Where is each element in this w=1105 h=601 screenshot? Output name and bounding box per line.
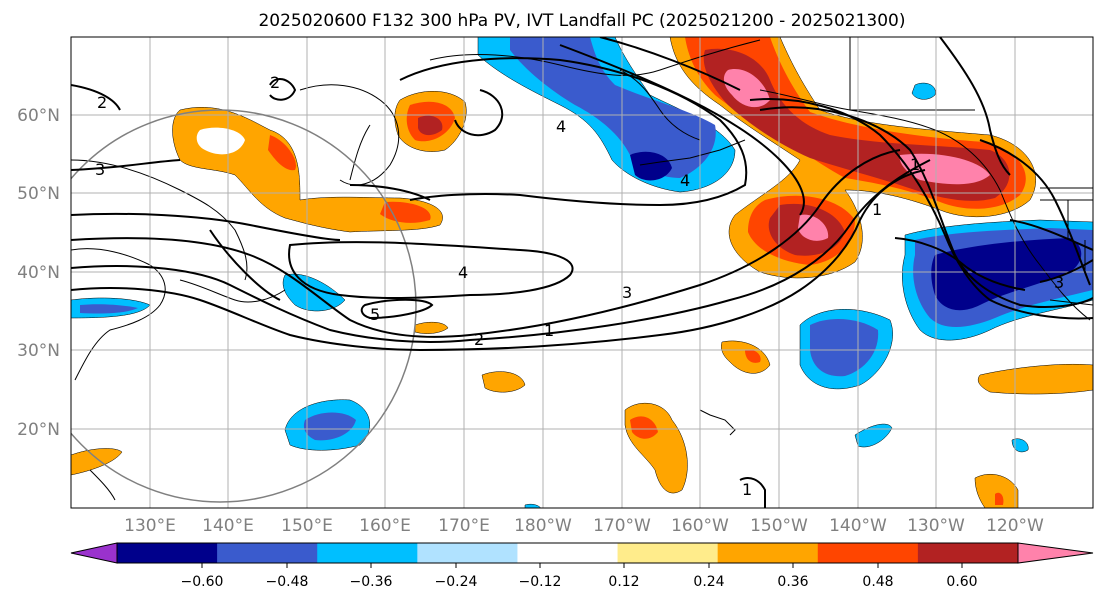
colorbar-label: −0.36 [350,574,393,590]
land-hole [196,127,245,155]
map-title: 2025020600 F132 300 hPa PV, IVT Landfall… [258,11,905,31]
colorbar-extend-min [70,542,118,564]
contour-label: 1 [742,480,752,499]
lon-label: 170°W [593,516,651,536]
anomaly-negative-core [510,37,716,178]
lon-label: 160°W [671,516,729,536]
map-frame [70,36,1094,509]
colorbar-swatch [417,543,518,563]
anomaly-negative-core [303,412,356,441]
anomaly-negative-core [630,151,672,181]
contour-label: 3 [1054,273,1064,292]
anomaly-positive-core [268,135,431,223]
longitude-labels: 130°E 140°E 150°E 160°E 170°E 180°W 170°… [124,516,1044,536]
colorbar-labels: −0.60 −0.48 −0.36 −0.24 −0.12 0.12 0.24 … [181,574,978,590]
colorbar-swatch [717,543,819,563]
lat-label: 60°N [17,106,60,126]
reference-circle [71,109,417,503]
lon-label: 160°E [359,516,411,536]
colorbar-swatch [517,543,619,563]
anomaly-negative-core [80,304,138,314]
lon-label: 150°W [750,516,808,536]
map-panel: 2 3 4 5 2 1 3 4 4 1 1 3 1 2 [71,37,1093,508]
pv-contours [71,37,1093,508]
anomaly-negative-region [524,423,1029,508]
colorbar-swatch [817,543,919,563]
colorbar-label: 0.36 [777,574,808,590]
lat-label: 20°N [17,420,60,440]
colorbar-swatch [317,543,418,563]
anomaly-negative-core [931,238,1082,311]
anomaly-positive-core [418,115,443,136]
lat-label: 40°N [17,263,60,283]
anomaly-negative-core [810,318,879,377]
colorbar-label: −0.60 [181,574,224,590]
contour-label: 3 [95,160,105,179]
contour-label: 1 [910,155,920,174]
lon-label: 170°E [438,516,490,536]
colorbar-swatch [917,543,1019,563]
anomaly-positive-core [703,48,1010,256]
colorbar-label: −0.48 [266,574,309,590]
lon-label: 140°W [829,516,887,536]
contour-label: 4 [556,117,566,136]
colorbar-label: −0.24 [435,574,478,590]
contour-label: 3 [622,283,632,302]
colorbar-extend-max [1017,542,1094,564]
contour-label: 4 [458,263,468,282]
anomaly-positive-core [723,69,990,241]
colorbar-swatch [617,543,719,563]
lon-label: 120°W [986,516,1044,536]
contour-label: 5 [370,305,380,324]
gridlines [71,37,1093,508]
lon-label: 150°E [281,516,333,536]
lon-label: 130°E [124,516,176,536]
colorbar-ticks [201,563,963,568]
colorbar-swatch [217,543,318,563]
contour-label: 2 [97,93,107,112]
contour-label: 1 [544,321,554,340]
colorbar: −0.60 −0.48 −0.36 −0.24 −0.12 0.12 0.24 … [70,542,1094,590]
colorbar-label: −0.12 [519,574,562,590]
contour-label: 2 [270,73,280,92]
colorbar-label: 0.60 [946,574,977,590]
contour-labels: 2 3 4 5 2 1 3 4 4 1 1 3 1 2 [95,73,1064,499]
colorbar-swatches [70,542,1094,564]
contour-label: 1 [872,200,882,219]
anomaly-negative-region [911,82,936,100]
lat-label: 50°N [17,184,60,204]
lon-label: 140°E [202,516,254,536]
colorbar-label: 0.48 [862,574,893,590]
colorbar-frame [116,542,1019,564]
lat-label: 30°N [17,341,60,361]
latitude-labels: 60°N 50°N 40°N 30°N 20°N [17,106,60,440]
contour-label: 2 [474,330,484,349]
colorbar-label: 0.24 [693,574,724,590]
anomaly-positive-region [71,321,1093,508]
contour-label: 4 [680,171,690,190]
colorbar-label: 0.12 [608,574,639,590]
colorbar-swatch [117,543,218,563]
lon-label: 130°W [907,516,965,536]
lon-label: 180°W [514,516,572,536]
